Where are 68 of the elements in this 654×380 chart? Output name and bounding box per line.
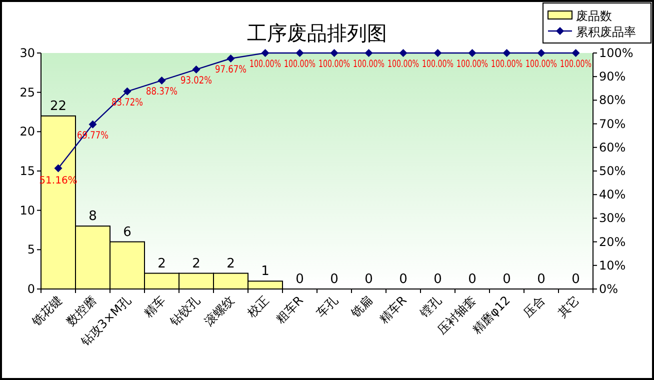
point [537,49,546,57]
data-label: 0 [330,272,338,287]
y-tick-label: 30 [20,46,35,60]
point [364,49,373,57]
y2-tick-label: 90% [599,70,626,84]
point [296,49,304,57]
x-tick-label: 精车 [141,293,168,320]
data-label: 88.37% [146,86,184,98]
y-tick-label: 5 [27,242,35,257]
x-tick-label: 铣花键 [28,293,64,330]
point [192,65,200,74]
data-label: 2 [192,256,200,272]
data-label: 2 [158,256,166,272]
y2-tick-label: 20% [599,234,626,249]
data-label: 22 [50,98,67,114]
y-tick-label: 15 [20,164,35,178]
point [261,49,270,57]
data-label: 2 [226,256,235,272]
data-label: 93.02% [180,75,219,86]
y-tick-label: 10 [20,203,35,218]
x-tick-label: 铣扁 [347,293,375,321]
data-label: 0 [296,272,304,287]
y-tick-label: 20 [20,124,35,139]
y2-tick-label: 100% [599,46,634,60]
point [54,164,62,172]
point [158,76,166,84]
point [572,49,580,57]
x-tick-label: 压合 [520,293,548,320]
x-tick-label: 车孔 [314,293,340,320]
data-label: 0 [468,272,476,287]
data-label: 100.00% [560,59,604,70]
data-label: 0 [399,272,408,287]
legend-label: 累积废品率 [576,25,636,39]
point [226,54,235,62]
data-label: 1 [261,264,270,280]
data-label: 0 [572,272,580,287]
y-tick-label: 0 [27,282,35,296]
x-tick-label: 其它 [555,293,582,320]
data-label: 0 [364,272,373,287]
data-label: 8 [88,209,97,224]
y2-tick-label: 60% [599,140,626,154]
chart-title: 工序废品排列图 [247,21,387,45]
data-label: 0 [502,272,511,287]
y2-tick-label: 0% [599,282,618,296]
data-label: 6 [123,224,132,240]
legend-label: 废品数 [576,9,612,23]
y2-tick-label: 10% [599,258,626,272]
point [123,87,132,96]
x-tick-label: 粗车R [273,293,306,326]
x-tick-label: 校正 [244,293,272,321]
y2-tick-label: 50% [599,164,626,178]
point [88,120,97,128]
data-label: 0 [537,272,546,287]
point [502,49,511,57]
point [468,49,476,57]
point [434,49,442,57]
x-tick-label: 精车R [376,293,410,326]
y2-tick-label: 30% [599,211,626,226]
y2-tick-label: 40% [599,188,626,202]
data-label: 0 [434,272,442,287]
x-tick-label: 镗孔 [416,293,444,321]
point [330,49,338,57]
y2-tick-label: 80% [599,93,626,108]
point [399,49,408,57]
x-tick-label: 钻铰孔 [166,293,202,330]
y-tick-label: 25 [20,85,35,100]
y2-tick-label: 70% [599,116,626,131]
x-tick-label: 滚螺纹 [202,293,237,329]
